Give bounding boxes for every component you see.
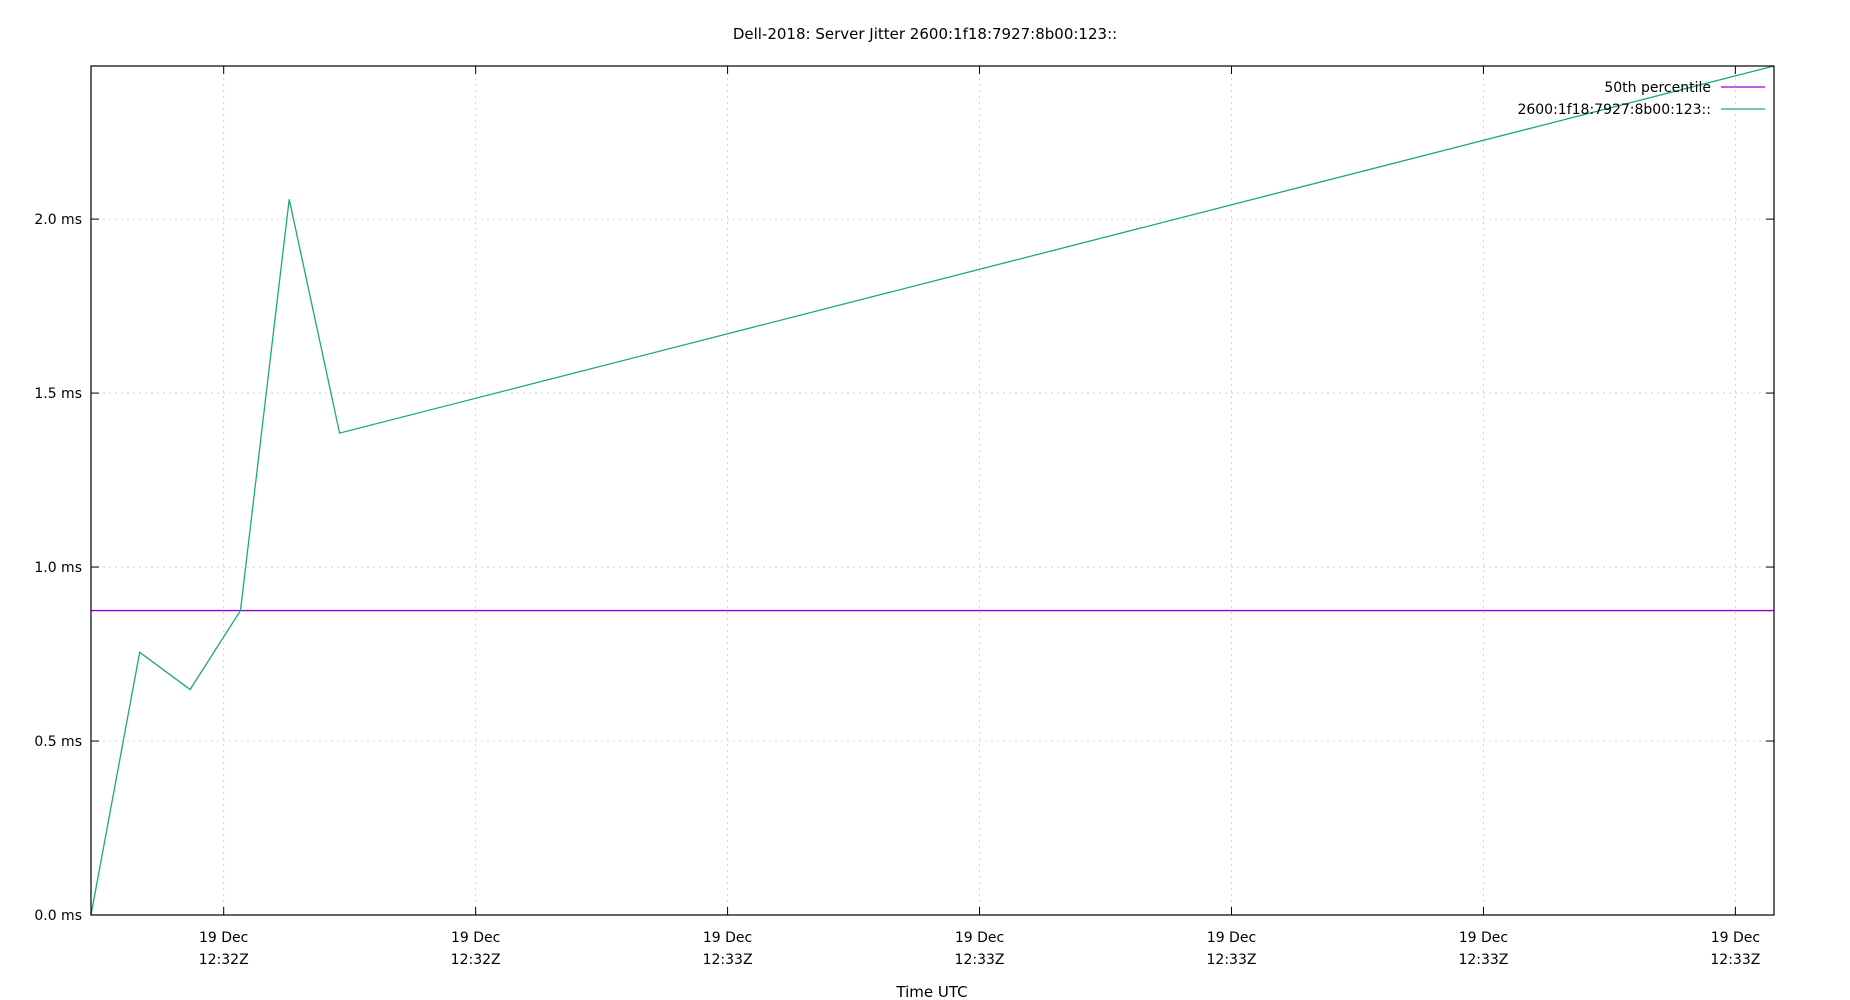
y-tick-label: 0.5 ms (34, 734, 82, 750)
chart-title: Dell-2018: Server Jitter 2600:1f18:7927:… (733, 25, 1117, 43)
legend-label: 50th percentile (1604, 80, 1711, 96)
x-tick-label: 19 Dec (1207, 930, 1256, 946)
x-tick-label: 19 Dec (451, 930, 500, 946)
series-line-2 (90, 65, 1775, 916)
x-tick-label: 12:32Z (199, 952, 249, 968)
y-tick-label: 0.0 ms (34, 908, 82, 924)
x-tick-label: 19 Dec (955, 930, 1004, 946)
x-tick-label: 12:33Z (1458, 952, 1508, 968)
y-axis: 0.0 ms 0.5 ms 1.0 ms 1.5 ms 2.0 ms (34, 212, 1774, 924)
plot-area (90, 65, 1775, 916)
x-tick-label: 19 Dec (199, 930, 248, 946)
x-tick-label: 19 Dec (703, 930, 752, 946)
plot-frame (90, 65, 1775, 916)
y-tick-label: 1.5 ms (34, 386, 82, 402)
x-tick-label: 19 Dec (1711, 930, 1760, 946)
x-tick-label: 12:33Z (1710, 952, 1760, 968)
legend-label: 2600:1f18:7927:8b00:123:: (1517, 102, 1711, 118)
y-tick-label: 2.0 ms (34, 212, 82, 228)
x-axis-label: Time UTC (895, 983, 967, 1000)
x-tick-label: 12:32Z (451, 952, 501, 968)
grid (91, 66, 1774, 915)
x-tick-label: 12:33Z (703, 952, 753, 968)
x-tick-label: 19 Dec (1459, 930, 1508, 946)
x-tick-label: 12:33Z (955, 952, 1005, 968)
x-axis: 19 Dec 12:32Z 19 Dec 12:32Z 19 Dec 12:33Z 19 D… (199, 66, 1760, 968)
y-tick-label: 1.0 ms (34, 560, 82, 576)
x-tick-label: 12:33Z (1207, 952, 1257, 968)
